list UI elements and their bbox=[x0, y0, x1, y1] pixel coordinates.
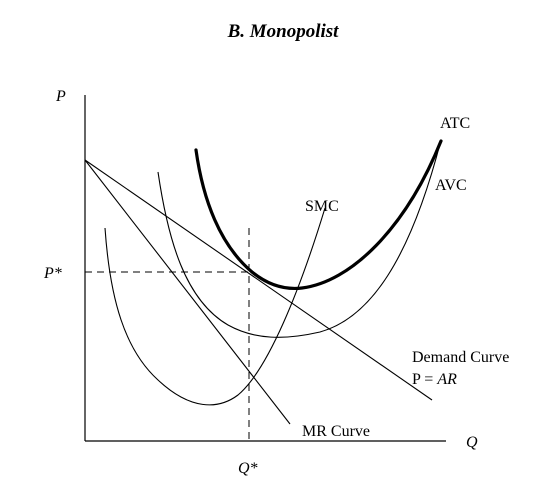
p-star-label: P* bbox=[43, 265, 62, 282]
x-axis-label: Q bbox=[466, 434, 478, 451]
smc-curve bbox=[104, 207, 326, 406]
diagram-title: B. Monopolist bbox=[227, 21, 340, 42]
q-star-label: Q* bbox=[238, 460, 258, 477]
atc-label: ATC bbox=[440, 115, 470, 132]
demand-sublabel-prefix: P = bbox=[412, 371, 437, 388]
avc-curve bbox=[157, 139, 442, 338]
mr-curve bbox=[84, 159, 291, 425]
smc-label: SMC bbox=[305, 198, 339, 215]
demand-curve bbox=[84, 159, 433, 401]
avc-label: AVC bbox=[435, 177, 467, 194]
demand-sublabel-ar: AR bbox=[436, 371, 457, 388]
atc-curve bbox=[194, 139, 443, 291]
mr-label: MR Curve bbox=[302, 423, 370, 440]
demand-label: Demand Curve bbox=[412, 349, 509, 366]
demand-sublabel: P = AR bbox=[412, 371, 457, 388]
y-axis-label: P bbox=[55, 88, 66, 105]
